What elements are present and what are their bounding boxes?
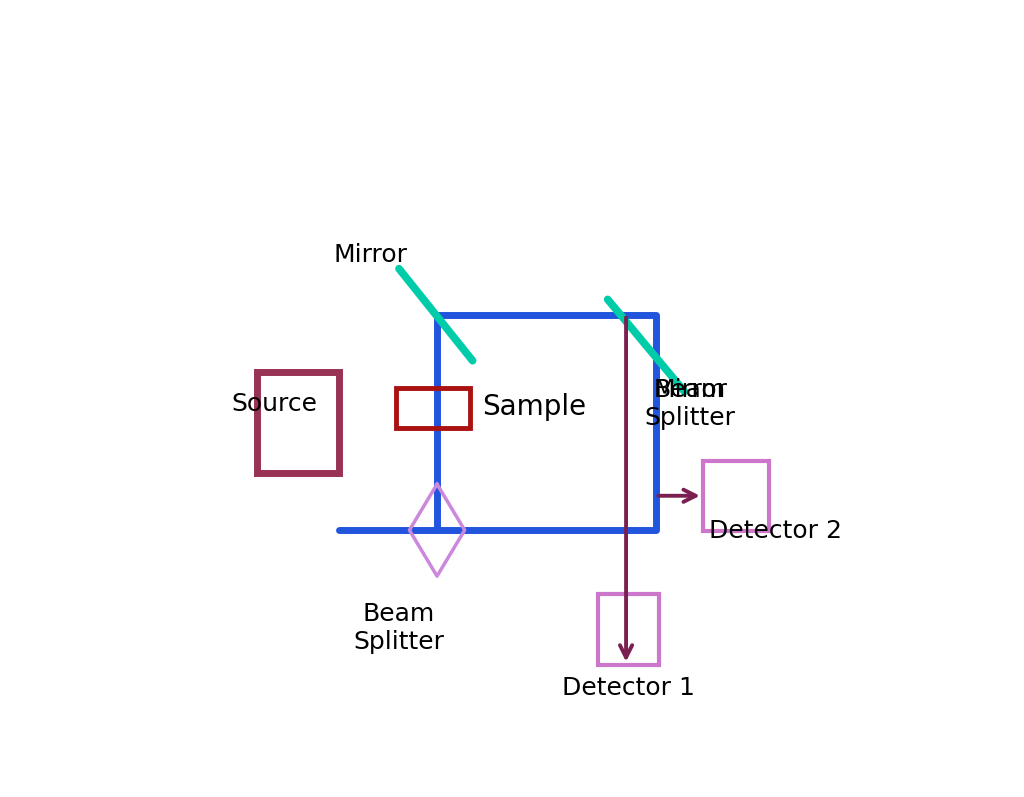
Bar	[257, 371, 340, 473]
Bar	[396, 388, 470, 428]
Text: Beam
Splitter: Beam Splitter	[644, 378, 735, 430]
Text: Beam
Splitter: Beam Splitter	[353, 602, 444, 654]
Text: Detector 2: Detector 2	[709, 519, 842, 543]
Bar	[598, 594, 658, 665]
Text: Mirror: Mirror	[334, 243, 408, 267]
Text: Mirror: Mirror	[653, 379, 728, 402]
Text: Detector 1: Detector 1	[562, 676, 695, 700]
Bar	[702, 461, 769, 532]
Text: Sample: Sample	[482, 394, 586, 422]
Text: Source: Source	[231, 391, 317, 416]
